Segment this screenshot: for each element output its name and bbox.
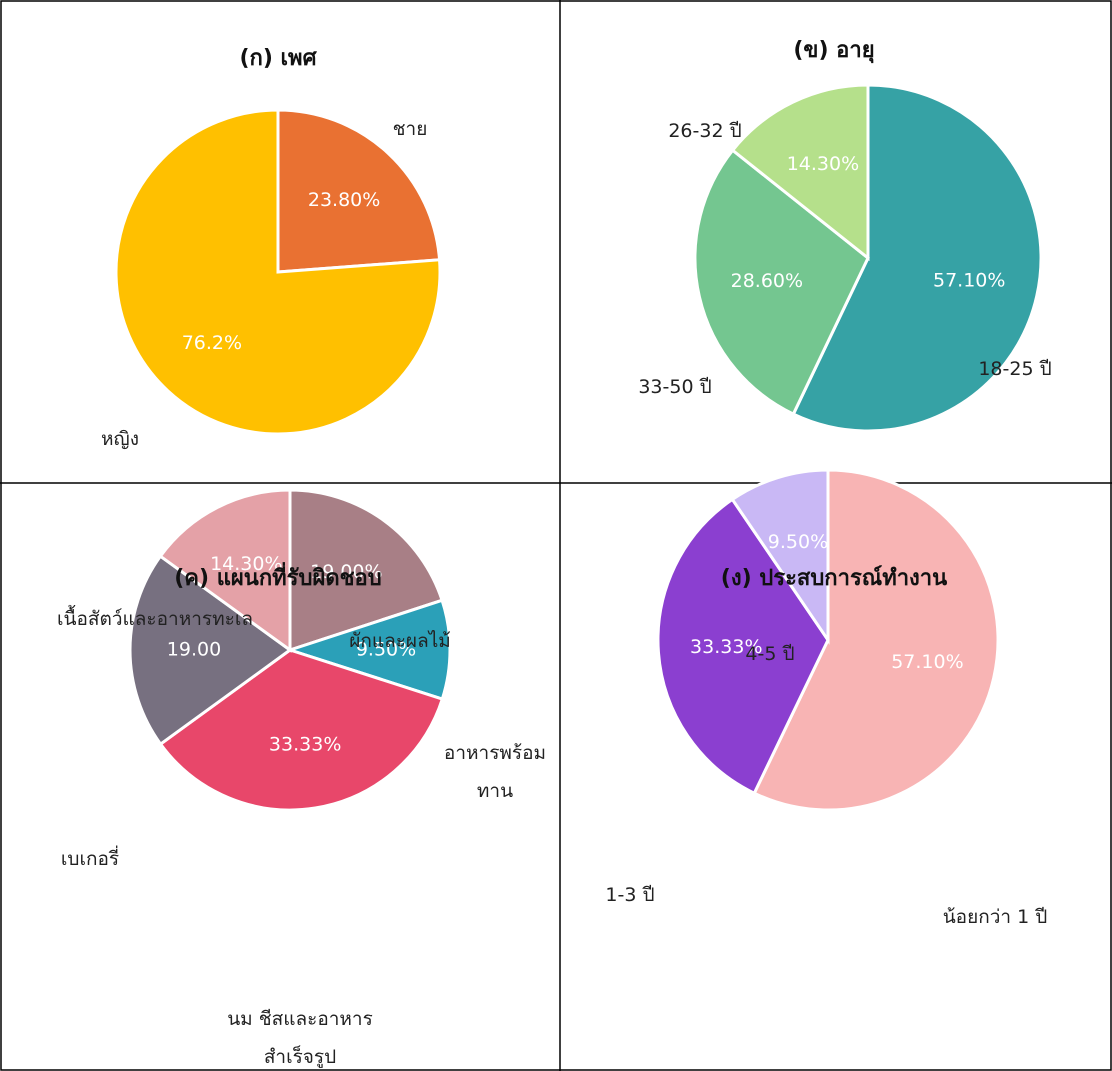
category-label: ชาย bbox=[360, 110, 460, 148]
category-label: อาหารพร้อมทาน bbox=[430, 734, 560, 810]
category-label: หญิง bbox=[70, 420, 170, 458]
category-label: น้อยกว่า 1 ปี bbox=[910, 898, 1080, 936]
figure: 23.80%76.2%57.10%28.60%14.30%19.00%9.50%… bbox=[0, 0, 1112, 1071]
data-label: 57.10% bbox=[891, 651, 963, 673]
data-label: 28.60% bbox=[731, 270, 803, 292]
data-label: 19.00 bbox=[167, 639, 221, 661]
data-label: 9.50% bbox=[768, 531, 828, 553]
data-label: 23.80% bbox=[308, 189, 380, 211]
category-label: นม ชีสและอาหารสำเร็จรูป bbox=[210, 1000, 390, 1071]
category-label: ผักและผลไม้ bbox=[330, 622, 470, 660]
category-label: เนื้อสัตว์และอาหารทะเล bbox=[50, 600, 260, 638]
data-label: 76.2% bbox=[182, 332, 242, 354]
category-label: เบเกอรี่ bbox=[40, 840, 140, 878]
chart-title: (ข) อายุ bbox=[556, 32, 1112, 67]
category-label: 1-3 ปี bbox=[590, 876, 670, 914]
chart-title: (ก) เพศ bbox=[0, 40, 556, 75]
category-label: 33-50 ปี bbox=[620, 368, 730, 406]
chart-title: (ง) ประสบการณ์ทำงาน bbox=[556, 560, 1112, 595]
chart-title: (ค) แผนกที่รับผิดชอบ bbox=[0, 560, 556, 595]
data-label: 14.30% bbox=[787, 153, 859, 175]
data-label: 57.10% bbox=[933, 269, 1005, 291]
category-label: 4-5 ปี bbox=[720, 635, 820, 673]
category-label: 18-25 ปี bbox=[960, 350, 1070, 388]
category-label: 26-32 ปี bbox=[650, 112, 760, 150]
data-label: 33.33% bbox=[269, 733, 341, 755]
